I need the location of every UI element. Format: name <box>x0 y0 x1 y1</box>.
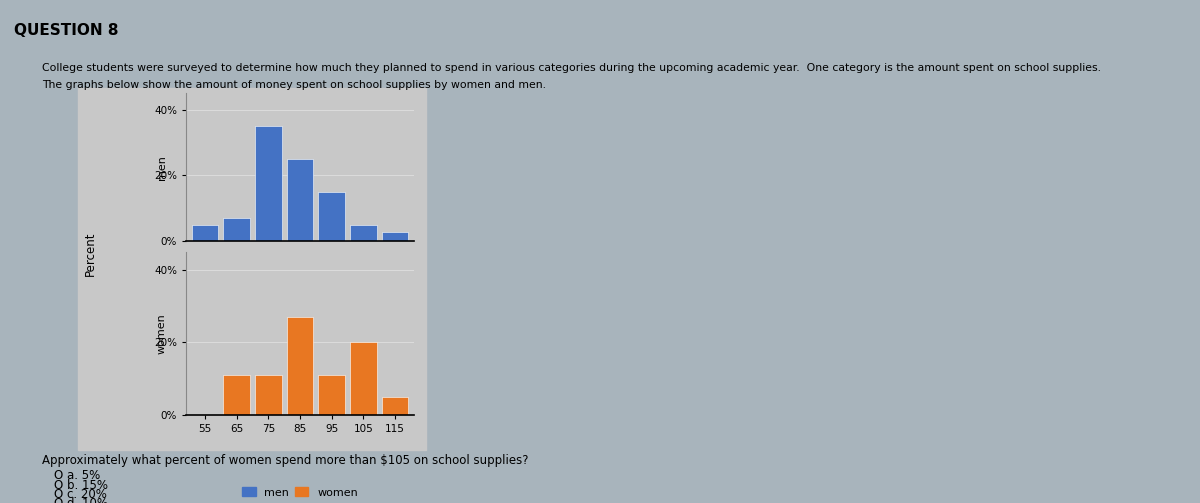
Bar <box>192 225 218 241</box>
Bar <box>382 231 408 241</box>
Text: women: women <box>157 313 167 354</box>
Legend: men, women: men, women <box>238 483 362 502</box>
Bar <box>287 159 313 241</box>
Bar <box>318 192 346 241</box>
Bar <box>318 375 346 415</box>
Bar <box>223 375 250 415</box>
Text: men: men <box>157 155 167 180</box>
Text: Percent: Percent <box>84 232 96 276</box>
Text: College students were surveyed to determine how much they planned to spend in va: College students were surveyed to determ… <box>42 63 1102 73</box>
Bar <box>350 225 377 241</box>
Bar <box>382 397 408 415</box>
Bar <box>254 375 282 415</box>
Bar <box>223 218 250 241</box>
Text: O b. 15%: O b. 15% <box>54 479 108 492</box>
Bar <box>350 343 377 415</box>
Text: O d. 10%: O d. 10% <box>54 497 108 503</box>
Text: QUESTION 8: QUESTION 8 <box>14 23 119 38</box>
Bar <box>254 126 282 241</box>
Text: Approximately what percent of women spend more than $105 on school supplies?: Approximately what percent of women spen… <box>42 454 528 467</box>
Bar <box>287 317 313 415</box>
Text: O a. 5%: O a. 5% <box>54 469 101 482</box>
Text: The graphs below show the amount of money spent on school supplies by women and : The graphs below show the amount of mone… <box>42 80 546 91</box>
Text: O c. 20%: O c. 20% <box>54 488 107 501</box>
